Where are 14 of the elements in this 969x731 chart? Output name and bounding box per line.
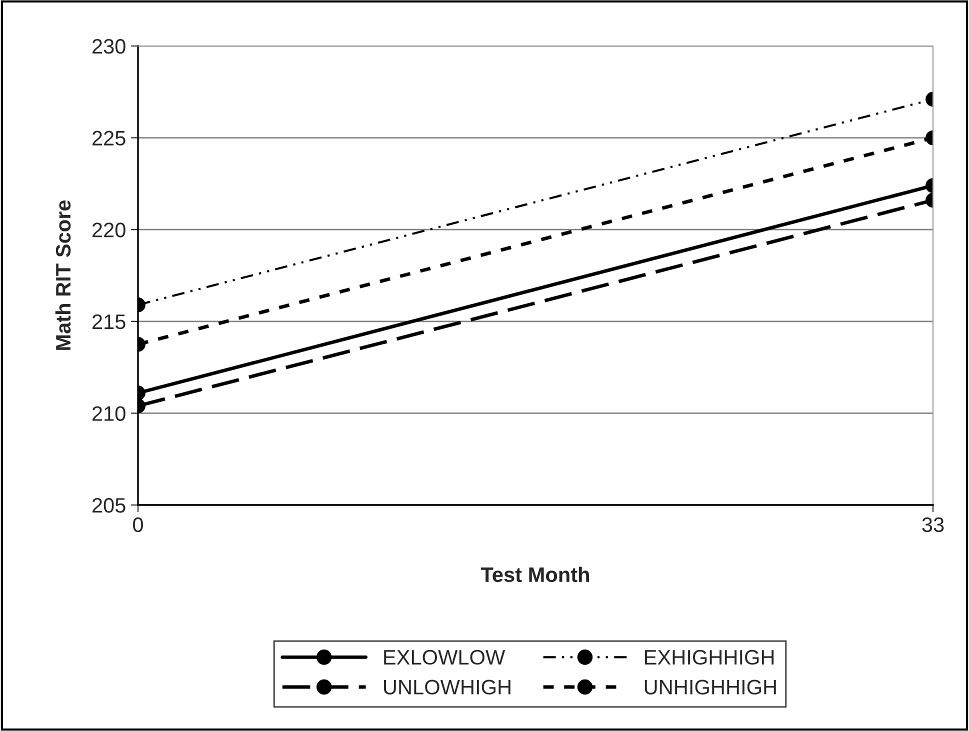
y-tick-label: 205 <box>92 498 126 513</box>
y-axis-title: Math RIT Score <box>55 200 71 350</box>
y-tick-label: 220 <box>92 222 126 238</box>
x-tick-label: 33 <box>922 517 944 532</box>
y-tick-label: 225 <box>92 130 126 146</box>
legend-label: EXLOWLOW <box>384 650 506 665</box>
legend-label: EXHIGHHIGH <box>645 650 774 665</box>
x-tick-label: 0 <box>133 517 143 532</box>
legend-label: UNHIGHHIGH <box>644 680 776 695</box>
x-axis-title: Test Month <box>480 566 589 582</box>
legend-label: UNLOWHIGH <box>384 680 510 695</box>
y-tick-label: 230 <box>92 39 126 54</box>
y-tick-label: 215 <box>92 314 126 330</box>
y-tick-label: 210 <box>92 406 126 421</box>
